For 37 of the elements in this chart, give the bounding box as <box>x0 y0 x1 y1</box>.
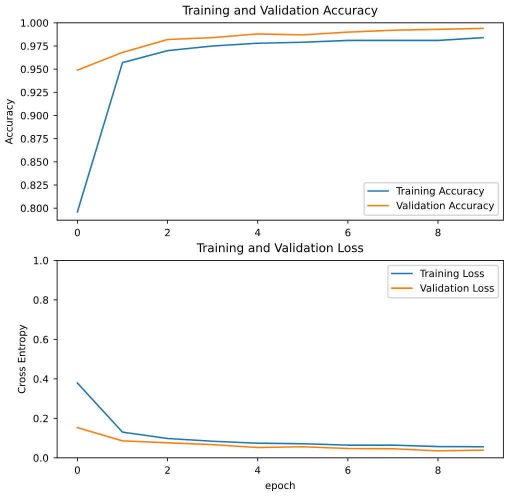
y-tick-label: 0.925 <box>20 88 48 96</box>
legend-label: Validation Loss <box>420 284 494 292</box>
x-tick-label: 0 <box>74 466 80 474</box>
y-tick-label: 0.950 <box>20 66 48 74</box>
y-tick-label: 1.0 <box>34 256 48 264</box>
x-tick-label: 8 <box>436 228 441 236</box>
y-tick-label: 0.4 <box>34 375 48 383</box>
y-tick-label: 0.2 <box>34 414 48 422</box>
line-series <box>76 426 484 452</box>
x-tick-label: 0 <box>74 228 80 236</box>
y-tick-label: 0.6 <box>34 336 48 344</box>
y-tick-label: 1.000 <box>21 19 48 27</box>
line-series <box>76 28 484 71</box>
x-tick-label: 6 <box>345 466 350 474</box>
y-tick-label: 0.975 <box>20 42 48 50</box>
y-tick-label: 0.825 <box>20 181 48 189</box>
x-tick-label: 8 <box>436 466 441 474</box>
chart-title: Training and Validation Loss <box>196 242 364 255</box>
y-tick-label: 0.800 <box>20 204 48 212</box>
legend-label: Training Accuracy <box>396 186 484 197</box>
x-tick-label: 4 <box>255 466 260 474</box>
y-tick-label: 0.875 <box>20 135 48 143</box>
chart-title: Training and Validation Accuracy <box>182 5 378 17</box>
x-tick-label: 6 <box>345 228 350 236</box>
line-series <box>76 382 484 448</box>
x-tick-label: 4 <box>255 228 260 236</box>
legend-label: Training Loss <box>420 269 484 280</box>
x-tick-label: 2 <box>165 228 170 236</box>
y-tick-label: 0.900 <box>20 112 48 120</box>
legend-label: Validation Accuracy <box>396 202 494 212</box>
x-axis-title: epoch <box>266 481 295 492</box>
y-axis-title: Cross Entropy <box>18 324 28 394</box>
y-tick-label: 0.8 <box>34 296 48 304</box>
y-tick-label: 0.0 <box>34 454 48 462</box>
y-tick-label: 0.850 <box>20 158 48 166</box>
y-axis-title: Accuracy <box>5 98 15 144</box>
x-tick-label: 2 <box>165 466 170 474</box>
